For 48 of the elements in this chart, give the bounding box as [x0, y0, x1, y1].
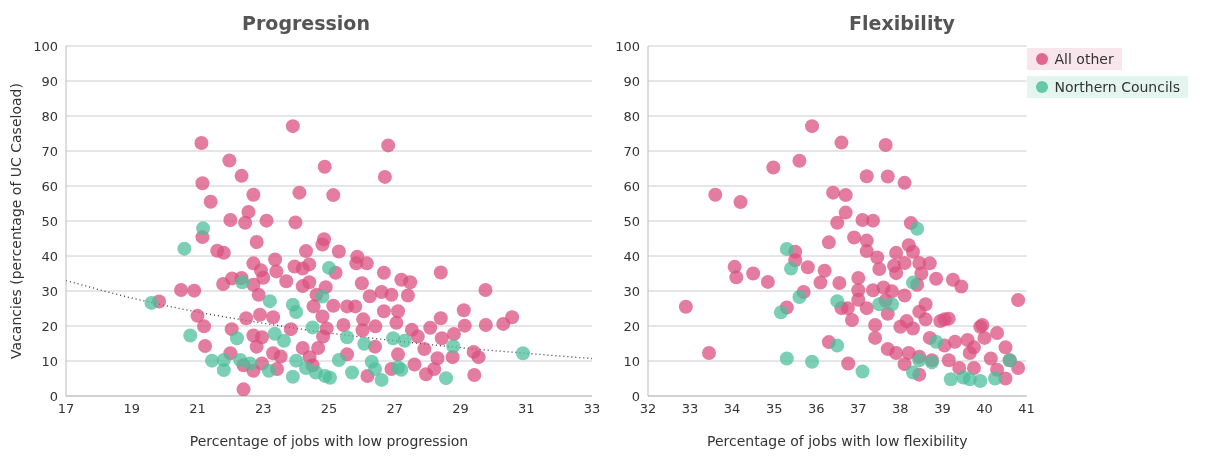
- x-tick-label: 17: [57, 401, 75, 417]
- y-tick-label: 0: [631, 388, 640, 404]
- x-tick-label: 19: [123, 401, 141, 417]
- x-tick-label: 23: [254, 401, 272, 417]
- y-tick-label: 30: [41, 283, 58, 299]
- x-tick-label: 25: [320, 401, 338, 417]
- y-tick-label: 30: [623, 283, 640, 299]
- x-tick-label: 39: [934, 401, 951, 417]
- y-tick-label: 40: [41, 248, 58, 264]
- x-tick-label: 31: [517, 401, 535, 417]
- y-tick-label: 50: [41, 213, 58, 229]
- chart-title: Progression: [241, 11, 371, 36]
- y-axis-title: Vacancies (percentage of UC Caseload): [7, 83, 24, 359]
- y-tick-label: 60: [623, 178, 640, 194]
- legend-label: Northern Councils: [1054, 79, 1180, 95]
- x-axis-title: Percentage of jobs with low progression: [189, 433, 469, 449]
- y-tick-label: 70: [623, 143, 640, 159]
- x-tick-label: 41: [1018, 401, 1035, 417]
- y-tick-label: 80: [41, 108, 58, 124]
- x-tick-label: 34: [723, 401, 741, 417]
- x-tick-label: 40: [976, 401, 993, 417]
- y-tick-label: 100: [615, 38, 640, 54]
- y-tick-label: 10: [623, 353, 640, 369]
- legend-label: All other: [1054, 51, 1114, 67]
- y-tick-label: 70: [41, 143, 58, 159]
- x-tick-label: 33: [681, 401, 699, 417]
- y-tick-label: 10: [41, 353, 58, 369]
- y-tick-label: 50: [623, 213, 640, 229]
- y-tick-label: 20: [41, 318, 58, 334]
- y-tick-label: 0: [49, 388, 58, 404]
- x-tick-label: 29: [452, 401, 469, 417]
- x-tick-label: 38: [892, 401, 909, 417]
- x-tick-label: 37: [850, 401, 867, 417]
- y-tick-label: 100: [33, 38, 58, 54]
- y-tick-label: 90: [623, 73, 640, 89]
- x-tick-label: 36: [807, 401, 825, 417]
- y-tick-label: 90: [41, 73, 58, 89]
- x-tick-label: 33: [583, 401, 601, 417]
- x-axis-title: Percentage of jobs with low flexibility: [707, 433, 968, 449]
- x-tick-label: 32: [639, 401, 657, 417]
- y-tick-label: 40: [623, 248, 640, 264]
- y-tick-label: 60: [41, 178, 58, 194]
- x-tick-label: 21: [189, 401, 206, 417]
- y-tick-label: 20: [623, 318, 640, 334]
- y-tick-label: 80: [623, 108, 640, 124]
- x-tick-label: 35: [765, 401, 783, 417]
- chart-title: Flexibility: [848, 11, 956, 36]
- x-tick-label: 27: [386, 401, 404, 417]
